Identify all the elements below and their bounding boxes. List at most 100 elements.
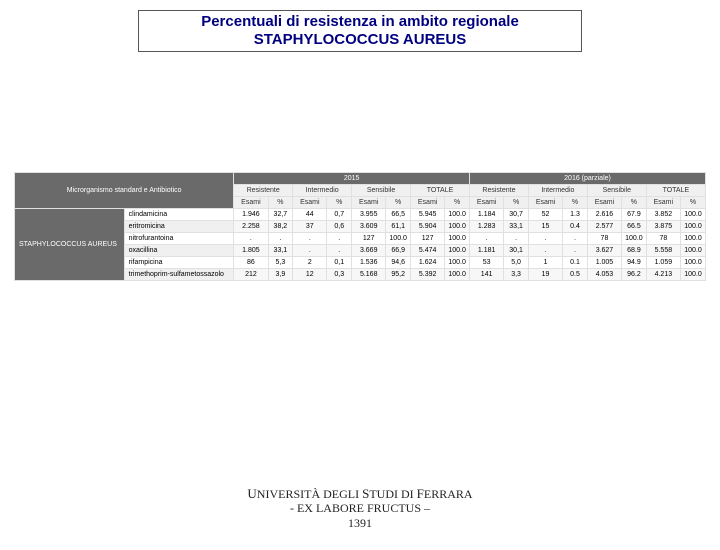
footer-text: TUDI DI	[369, 487, 416, 501]
value-cell: 1.536	[352, 257, 386, 269]
value-cell: 3.852	[646, 209, 680, 221]
title-box: Percentuali di resistenza in ambito regi…	[138, 10, 582, 52]
value-cell: 127	[352, 233, 386, 245]
value-cell: 100.0	[445, 245, 470, 257]
antibiotic-cell: trimethoprim-sulfametossazolo	[124, 269, 234, 281]
footer-text: F	[417, 486, 424, 501]
value-cell: .	[528, 233, 562, 245]
sub: Esami	[411, 197, 445, 209]
value-cell: 0.5	[563, 269, 588, 281]
value-cell: 141	[470, 269, 504, 281]
value-cell: 5.904	[411, 221, 445, 233]
value-cell: 94,6	[386, 257, 411, 269]
value-cell: 37	[293, 221, 327, 233]
antibiotic-cell: nitrofurantoina	[124, 233, 234, 245]
value-cell: 61,1	[386, 221, 411, 233]
sub: %	[563, 197, 588, 209]
year-2016: 2016 (parziale)	[470, 173, 706, 185]
value-cell: 5.168	[352, 269, 386, 281]
footer-text: NIVERSITÀ DEGLI	[257, 487, 362, 501]
sub: %	[445, 197, 470, 209]
value-cell: 96.2	[622, 269, 647, 281]
value-cell: 212	[234, 269, 268, 281]
grp-a-int: Intermedio	[293, 185, 352, 197]
value-cell: 1.181	[470, 245, 504, 257]
value-cell: 5.474	[411, 245, 445, 257]
value-cell: 3.875	[646, 221, 680, 233]
value-cell: 100.0	[445, 269, 470, 281]
value-cell: 2.258	[234, 221, 268, 233]
resistance-table-container: Microrganismo standard e Antibiotico 201…	[14, 172, 706, 281]
grp-a-res: Resistente	[234, 185, 293, 197]
value-cell: 32,7	[268, 209, 293, 221]
value-cell: 1.059	[646, 257, 680, 269]
sub: Esami	[587, 197, 621, 209]
value-cell: .	[504, 233, 529, 245]
value-cell: 15	[528, 221, 562, 233]
value-cell: 52	[528, 209, 562, 221]
footer-line-3: 1391	[0, 516, 720, 530]
value-cell: 38,2	[268, 221, 293, 233]
footer-line-2: - EX LABORE FRUCTUS –	[0, 501, 720, 515]
micro-header: Microrganismo standard e Antibiotico	[15, 173, 234, 209]
value-cell: 100.0	[680, 221, 705, 233]
value-cell: 3,3	[504, 269, 529, 281]
value-cell: 100.0	[680, 257, 705, 269]
value-cell: 68.9	[622, 245, 647, 257]
value-cell: 3.669	[352, 245, 386, 257]
value-cell: 5,3	[268, 257, 293, 269]
value-cell: 1.946	[234, 209, 268, 221]
value-cell: 1.005	[587, 257, 621, 269]
value-cell: 5.558	[646, 245, 680, 257]
value-cell: 0,1	[327, 257, 352, 269]
value-cell: 3.955	[352, 209, 386, 221]
value-cell: .	[327, 233, 352, 245]
value-cell: .	[327, 245, 352, 257]
value-cell: .	[234, 233, 268, 245]
sub: Esami	[528, 197, 562, 209]
value-cell: 127	[411, 233, 445, 245]
value-cell: 5.392	[411, 269, 445, 281]
value-cell: 100.0	[680, 269, 705, 281]
value-cell: 100.0	[445, 209, 470, 221]
value-cell: 66,5	[386, 209, 411, 221]
sub: %	[268, 197, 293, 209]
sub: %	[504, 197, 529, 209]
value-cell: .	[268, 233, 293, 245]
value-cell: .	[293, 245, 327, 257]
sub: %	[327, 197, 352, 209]
antibiotic-cell: oxacillina	[124, 245, 234, 257]
value-cell: 5.945	[411, 209, 445, 221]
organism-cell: STAPHYLOCOCCUS AUREUS	[15, 209, 125, 281]
value-cell: .	[293, 233, 327, 245]
grp-b-tot: TOTALE	[646, 185, 705, 197]
value-cell: 3.627	[587, 245, 621, 257]
value-cell: 78	[587, 233, 621, 245]
value-cell: 2.577	[587, 221, 621, 233]
sub: Esami	[234, 197, 268, 209]
value-cell: 100.0	[680, 233, 705, 245]
value-cell: 3,9	[268, 269, 293, 281]
value-cell: 30,1	[504, 245, 529, 257]
value-cell: 5,0	[504, 257, 529, 269]
year-row: Microrganismo standard e Antibiotico 201…	[15, 173, 706, 185]
year-2015: 2015	[234, 173, 470, 185]
value-cell: 4.053	[587, 269, 621, 281]
footer-text: ERRARA	[424, 487, 473, 501]
value-cell: 1.3	[563, 209, 588, 221]
title-line-1: Percentuali di resistenza in ambito regi…	[145, 13, 575, 31]
value-cell: 2.616	[587, 209, 621, 221]
value-cell: 78	[646, 233, 680, 245]
value-cell: 4.213	[646, 269, 680, 281]
value-cell: 66.5	[622, 221, 647, 233]
value-cell: 53	[470, 257, 504, 269]
title-line-2: STAPHYLOCOCCUS AUREUS	[145, 31, 575, 49]
value-cell: 1.624	[411, 257, 445, 269]
value-cell: 30,7	[504, 209, 529, 221]
sub: Esami	[646, 197, 680, 209]
grp-a-tot: TOTALE	[411, 185, 470, 197]
value-cell: .	[528, 245, 562, 257]
value-cell: 0,7	[327, 209, 352, 221]
grp-b-res: Resistente	[470, 185, 529, 197]
value-cell: 94.9	[622, 257, 647, 269]
